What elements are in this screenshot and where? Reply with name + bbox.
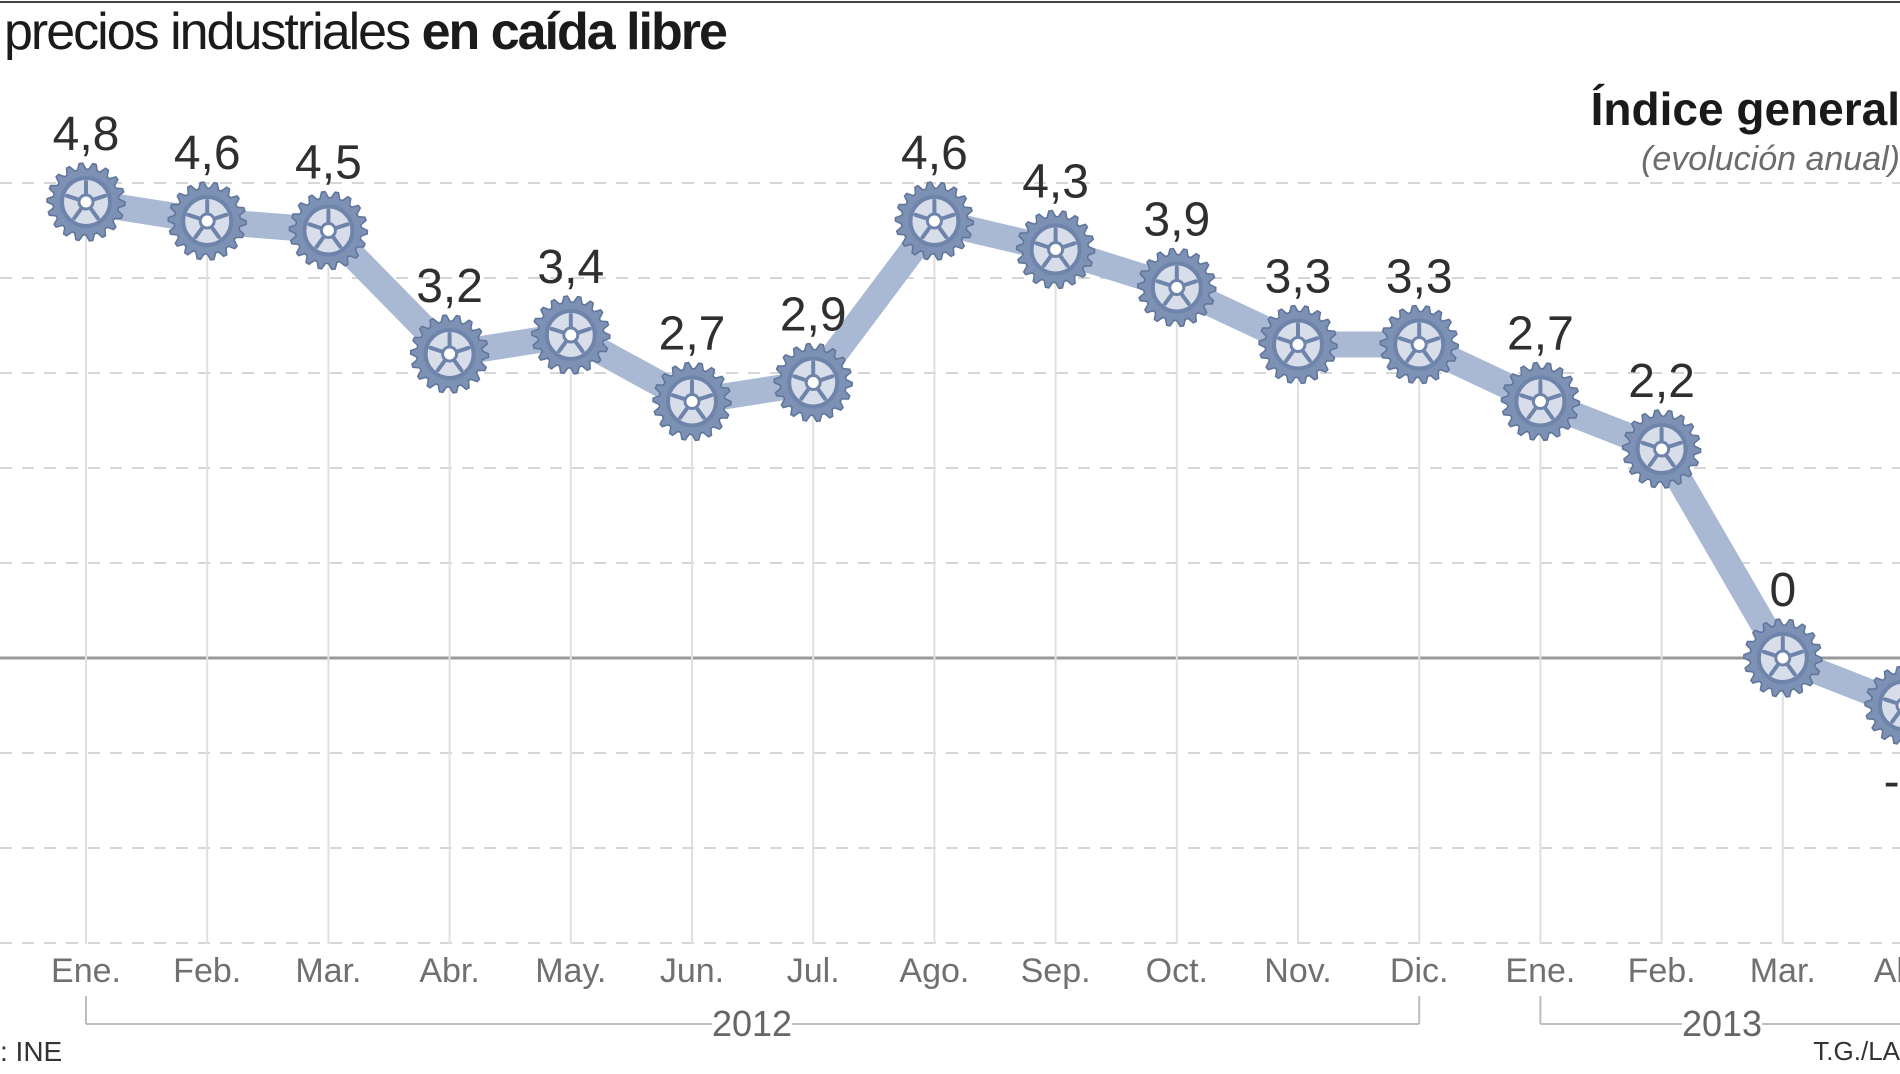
chart-labels: 4,8 4,6 4,5 3,2 3,4 2,7 2,9 4,6 4,3 3,9 3,3 3,3 2,7 2… [51, 108, 1900, 1044]
data-point-gear [531, 295, 611, 375]
gear-hub [1895, 698, 1900, 713]
gear-hub [925, 212, 943, 230]
x-tick-label: May. [535, 952, 606, 990]
gear-hub [441, 345, 459, 363]
series-subtitle: (evolución anual) [1641, 140, 1900, 178]
gear-hub [1047, 241, 1065, 258]
data-value-label: 4,6 [901, 127, 968, 180]
x-tick-label: Mar. [295, 952, 361, 990]
data-value-label: 3,3 [1386, 251, 1453, 304]
gear-hub [319, 222, 337, 239]
data-value-label: 2,7 [1507, 308, 1574, 361]
data-point-gear [1137, 247, 1217, 328]
gear-hub [198, 212, 216, 230]
gear-hub [1410, 336, 1428, 353]
data-point-gear [288, 190, 369, 271]
data-point-gear [894, 181, 975, 261]
x-tick-label: Mar. [1750, 952, 1816, 990]
chart-credit: T.G./LA [1813, 1036, 1900, 1066]
gear-hub [683, 393, 701, 410]
data-value-label: 3,3 [1265, 251, 1332, 304]
data-value-label: 2,2 [1628, 355, 1695, 408]
data-point-gear [1743, 618, 1823, 698]
data-value-label: 3,9 [1143, 194, 1210, 247]
year-label: 2012 [712, 1003, 792, 1044]
series-title: Índice general [1590, 83, 1900, 135]
data-point-gear [46, 162, 126, 242]
gear-hub [804, 374, 822, 391]
data-point-gear [167, 181, 247, 261]
data-value-label: 0 [1769, 564, 1796, 617]
data-value-label: 4,5 [295, 137, 362, 190]
x-tick-label: Abr. [1874, 952, 1900, 990]
data-value-label: -0 [1884, 756, 1900, 809]
data-point-gear [773, 342, 853, 423]
data-value-label: 3,4 [537, 241, 604, 294]
data-point-gear [1015, 209, 1096, 290]
year-label: 2013 [1682, 1003, 1762, 1044]
year-bracket: 2012 [85, 996, 1421, 1044]
chart-title: precios industriales en caída libre [4, 2, 728, 62]
x-tick-label: Nov. [1264, 952, 1331, 990]
chart-title-bold: en caída libre [421, 3, 728, 61]
data-point-gear [409, 314, 490, 394]
data-point-gear [1864, 665, 1900, 745]
gear-hub [1531, 393, 1549, 410]
gear-hub [1289, 336, 1307, 353]
data-point-gear [1379, 304, 1459, 385]
chart-source: : INE [0, 1036, 63, 1067]
data-point-gear [652, 361, 732, 442]
gear-spoke [1890, 707, 1900, 724]
gear-hub [77, 193, 95, 211]
year-bracket: 2013 [1539, 996, 1900, 1044]
data-value-label: 4,3 [1022, 156, 1089, 209]
data-point-gear [1621, 409, 1702, 489]
x-tick-label: Ene. [51, 952, 121, 990]
gear-hub [562, 326, 580, 344]
x-tick-label: Jun. [660, 952, 724, 990]
gear-hub [1168, 279, 1186, 296]
gear-hub [1774, 649, 1792, 667]
x-tick-label: Oct. [1146, 952, 1208, 990]
x-tick-label: Dic. [1390, 952, 1449, 990]
x-tick-label: Jul. [787, 952, 840, 990]
gear-spoke [1882, 697, 1900, 707]
data-value-label: 3,2 [416, 260, 483, 313]
chart-series [46, 162, 1900, 745]
data-point-gear [1258, 304, 1338, 385]
data-value-label: 2,9 [780, 289, 847, 342]
chart-grid [0, 1, 1900, 944]
data-value-label: 4,6 [174, 127, 241, 180]
x-tick-label: Feb. [173, 952, 241, 990]
data-value-label: 2,7 [659, 308, 726, 361]
x-tick-label: Sep. [1021, 952, 1091, 990]
series-line [73, 189, 1900, 718]
gear-hub [1653, 440, 1671, 458]
data-value-label: 4,8 [53, 108, 120, 161]
x-tick-label: Ago. [899, 952, 969, 990]
chart-title-regular: precios industriales [4, 3, 411, 61]
x-tick-label: Ene. [1505, 952, 1575, 990]
x-tick-label: Abr. [419, 952, 479, 990]
x-tick-label: Feb. [1628, 952, 1696, 990]
data-point-gear [1500, 361, 1581, 442]
